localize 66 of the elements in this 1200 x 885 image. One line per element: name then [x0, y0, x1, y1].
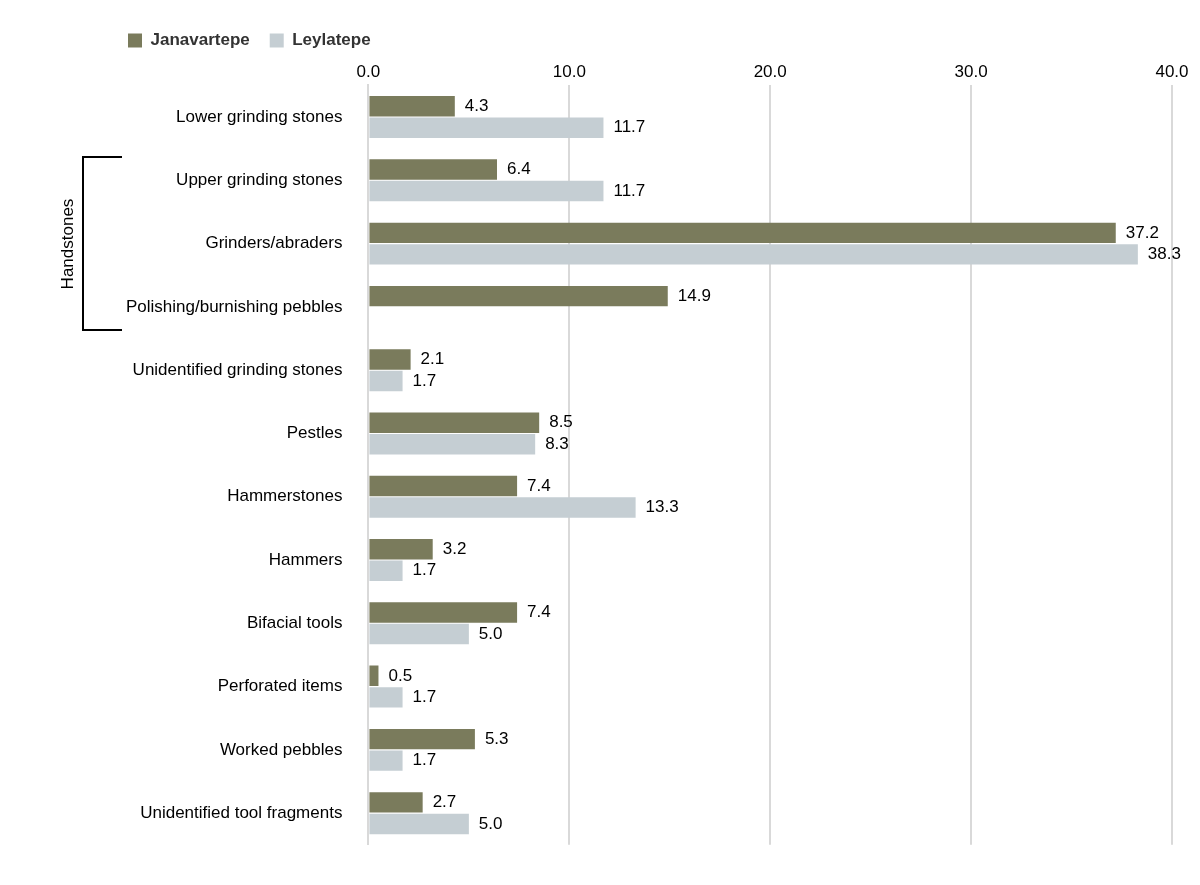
y-tick-label: Polishing/burnishing pebbles [125, 296, 343, 316]
data-label: 13.3 [645, 497, 679, 517]
data-label: 2.1 [420, 349, 445, 369]
data-label: 5.0 [478, 813, 503, 833]
data-label: 1.7 [412, 750, 437, 770]
x-tick-label: 30.0 [954, 61, 988, 81]
bar [369, 96, 455, 117]
data-label: 8.5 [549, 412, 573, 432]
y-tick-label: Hammerstones [227, 486, 343, 506]
y-tick-label: Unidentified grinding stones [132, 359, 343, 379]
y-tick-label: Upper grinding stones [176, 170, 343, 190]
bar [369, 412, 540, 433]
bar [369, 285, 668, 307]
x-tick-label: 0.0 [356, 61, 381, 81]
bar [369, 750, 403, 771]
bar [369, 222, 1116, 244]
bar [369, 602, 518, 623]
data-label: 11.7 [613, 180, 646, 200]
x-tick-label: 20.0 [753, 61, 787, 81]
data-label: 38.3 [1147, 244, 1181, 264]
bar [369, 434, 536, 455]
text: Handstones [58, 197, 78, 291]
bar [369, 623, 469, 645]
data-label: 5.0 [478, 623, 503, 643]
bar [369, 180, 604, 202]
y-tick-label: Pestles [286, 423, 343, 443]
bar [369, 475, 518, 497]
bar [369, 370, 403, 392]
y-tick-label: Grinders/abraders [205, 233, 343, 253]
data-label: 6.4 [507, 159, 531, 179]
bar [369, 792, 423, 813]
data-label: 2.7 [432, 792, 457, 812]
legend-label: Janavartepe [150, 30, 250, 50]
bar [369, 687, 403, 708]
bar [369, 349, 411, 370]
data-label: 0.5 [388, 665, 413, 685]
data-label: 1.7 [412, 560, 437, 580]
data-label: 7.4 [527, 475, 551, 495]
data-label: 14.9 [677, 285, 711, 305]
x-tick-label: 40.0 [1155, 61, 1189, 81]
legend-label: Leylatepe [292, 30, 371, 50]
bar [369, 497, 636, 518]
data-label: 3.2 [442, 538, 467, 558]
bar [369, 159, 497, 180]
data-label: 11.7 [613, 117, 646, 137]
data-label: 8.3 [545, 433, 569, 453]
bar [369, 117, 604, 139]
y-tick-label: Bifacial tools [246, 613, 343, 632]
y-tick-label: Lower grinding stones [176, 106, 343, 126]
bar [369, 665, 379, 687]
data-label: 1.7 [412, 687, 437, 707]
bar [369, 560, 403, 581]
data-label: 4.3 [464, 95, 489, 115]
bar [369, 813, 469, 835]
bar [369, 539, 433, 560]
x-tick-label: 10.0 [552, 61, 586, 81]
data-label: 1.7 [412, 370, 437, 390]
data-label: 5.3 [484, 728, 509, 748]
y-tick-label: Unidentified tool fragments [140, 802, 343, 822]
y-tick-label: Hammers [268, 549, 343, 569]
bar [369, 244, 1138, 265]
data-label: 7.4 [527, 602, 551, 622]
y-tick-label: Perforated items [217, 676, 343, 696]
bar [369, 728, 475, 750]
data-label: 37.2 [1125, 222, 1159, 242]
y-tick-label: Worked pebbles [219, 739, 343, 759]
